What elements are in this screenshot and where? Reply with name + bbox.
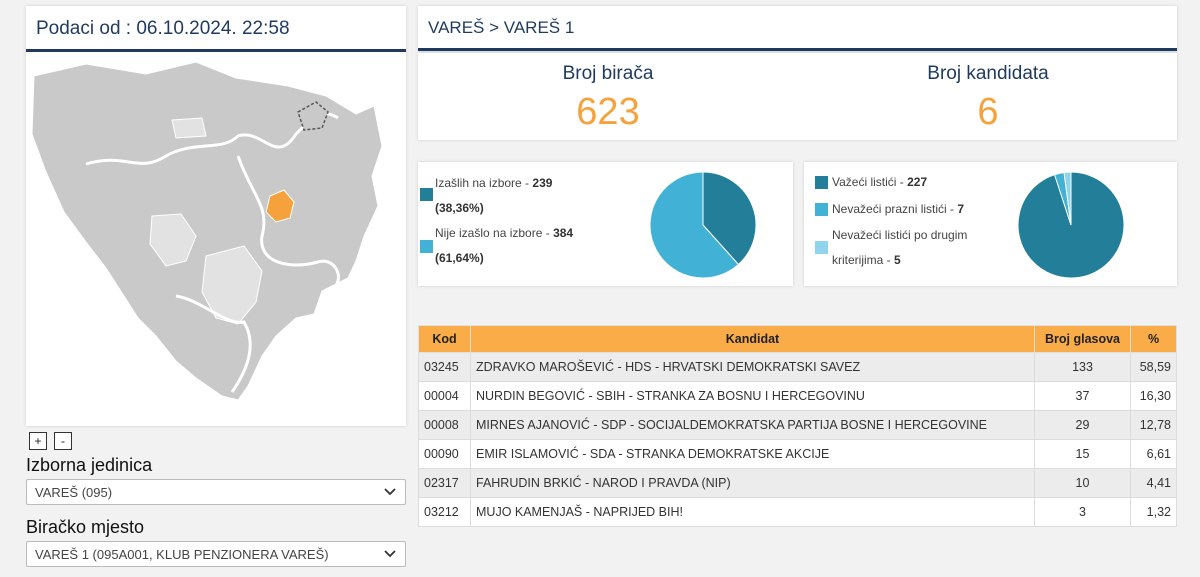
col-code-header[interactable]: Kod bbox=[418, 325, 471, 353]
not-voted-swatch bbox=[420, 240, 433, 253]
table-row: 00004 NURDIN BEGOVIĆ - SBIH - STRANKA ZA … bbox=[418, 381, 1177, 411]
cell-pct: 12,78 bbox=[1130, 410, 1177, 440]
cell-code: 02317 bbox=[418, 468, 471, 498]
polling-station-value: VAREŠ 1 (095A001, KLUB PENZIONERA VAREŠ) bbox=[35, 547, 329, 562]
zoom-out-button[interactable]: - bbox=[54, 432, 72, 450]
candidates-stat: Broj kandidata 6 bbox=[798, 63, 1178, 134]
col-votes-header[interactable]: Broj glasova bbox=[1034, 325, 1131, 353]
data-timestamp: Podaci od : 06.10.2024. 22:58 bbox=[26, 6, 406, 52]
voters-stat: Broj birača 623 bbox=[418, 63, 798, 134]
cell-candidate: NURDIN BEGOVIĆ - SBIH - STRANKA ZA BOSNU… bbox=[470, 381, 1035, 411]
map-region-light-south[interactable] bbox=[201, 245, 263, 325]
cell-votes: 37 bbox=[1034, 381, 1131, 411]
table-row: 00090 EMIR ISLAMOVIĆ - SDA - STRANKA DEMO… bbox=[418, 439, 1177, 469]
map-selected-municipality[interactable] bbox=[265, 189, 295, 223]
table-row: 03212 MUJO KAMENJAŠ - NAPRIJED BIH! 3 1,32 bbox=[418, 497, 1177, 527]
cell-votes: 3 bbox=[1034, 497, 1131, 527]
stats-panel: Broj birača 623 Broj kandidata 6 bbox=[418, 53, 1177, 140]
col-pct-header[interactable]: % bbox=[1130, 325, 1177, 353]
voted-swatch bbox=[420, 188, 433, 201]
cell-candidate: FAHRUDIN BRKIĆ - NAROD I PRAVDA (NIP) bbox=[470, 468, 1035, 498]
electoral-map[interactable] bbox=[26, 56, 406, 426]
cell-code: 03245 bbox=[418, 352, 471, 382]
map-entity-border-south bbox=[236, 155, 340, 294]
map-country-shape[interactable] bbox=[31, 61, 383, 401]
cell-code: 00090 bbox=[418, 439, 471, 469]
table-row: 03245 ZDRAVKO MAROŠEVIĆ - HDS - HRVATSKI … bbox=[418, 352, 1177, 382]
cell-votes: 29 bbox=[1034, 410, 1131, 440]
valid-legend: Važeći listići - 227 bbox=[832, 175, 928, 189]
turnout-pie-slice-1[interactable] bbox=[649, 171, 740, 279]
other-invalid-swatch bbox=[815, 241, 828, 254]
cell-candidate: MIRNES AJANOVIĆ - SDP - SOCIJALDEMOKRATS… bbox=[470, 410, 1035, 440]
map-panel: Podaci od : 06.10.2024. 22:58 bbox=[26, 6, 406, 426]
cell-pct: 16,30 bbox=[1130, 381, 1177, 411]
cell-pct: 58,59 bbox=[1130, 352, 1177, 382]
table-header-row: Kod Kandidat Broj glasova % bbox=[418, 325, 1177, 353]
ballots-pie-slice-2[interactable] bbox=[1063, 171, 1072, 226]
results-table: Kod Kandidat Broj glasova % 03245 ZDRAVKO… bbox=[418, 325, 1177, 527]
chevron-down-icon bbox=[384, 550, 396, 558]
voted-legend: Izašlih na izbore - 239 (38,36%) bbox=[435, 176, 553, 215]
cell-pct: 4,41 bbox=[1130, 468, 1177, 498]
map-region-light-north[interactable] bbox=[171, 117, 207, 139]
cell-code: 00008 bbox=[418, 410, 471, 440]
map-entity-border bbox=[85, 112, 339, 166]
cell-candidate: EMIR ISLAMOVIĆ - SDA - STRANKA DEMOKRATS… bbox=[470, 439, 1035, 469]
not-voted-legend: Nije izašlo na izbore - 384 (61,64%) bbox=[435, 226, 574, 265]
polling-station-label: Biračko mjesto bbox=[26, 517, 145, 537]
ballots-panel: Važeći listići - 227 Nevažeći prazni lis… bbox=[804, 162, 1177, 286]
cell-votes: 10 bbox=[1034, 468, 1131, 498]
turnout-panel: Izašlih na izbore - 239 (38,36%) Nije iza… bbox=[418, 162, 793, 286]
valid-swatch bbox=[815, 176, 828, 189]
table-row: 02317 FAHRUDIN BRKIĆ - NAROD I PRAVDA (NI… bbox=[418, 468, 1177, 498]
cell-candidate: MUJO KAMENJAŠ - NAPRIJED BIH! bbox=[470, 497, 1035, 527]
cell-candidate: ZDRAVKO MAROŠEVIĆ - HDS - HRVATSKI DEMOK… bbox=[470, 352, 1035, 382]
ballots-pie-chart bbox=[1017, 171, 1125, 279]
breadcrumb: VAREŠ > VAREŠ 1 bbox=[418, 6, 1177, 51]
turnout-pie-chart bbox=[649, 171, 757, 279]
cell-code: 00004 bbox=[418, 381, 471, 411]
voters-label: Broj birača bbox=[562, 63, 654, 84]
map-entity-border-east bbox=[175, 294, 252, 393]
electoral-unit-value: VAREŠ (095) bbox=[35, 485, 113, 500]
other-invalid-legend: Nevažeći listići po drugim kriterijima - … bbox=[832, 228, 968, 267]
chevron-down-icon bbox=[384, 488, 396, 496]
map-brcko-district[interactable] bbox=[297, 101, 329, 131]
table-row: 00008 MIRNES AJANOVIĆ - SDP - SOCIJALDEMO… bbox=[418, 410, 1177, 440]
col-candidate-header[interactable]: Kandidat bbox=[470, 325, 1035, 353]
blank-legend: Nevažeći prazni listići - 7 bbox=[832, 202, 965, 216]
cell-votes: 133 bbox=[1034, 352, 1131, 382]
cell-pct: 6,61 bbox=[1130, 439, 1177, 469]
map-region-light-west[interactable] bbox=[149, 213, 197, 267]
cell-pct: 1,32 bbox=[1130, 497, 1177, 527]
candidates-value: 6 bbox=[977, 91, 999, 133]
candidates-label: Broj kandidata bbox=[927, 63, 1049, 84]
cell-code: 03212 bbox=[418, 497, 471, 527]
electoral-unit-select[interactable]: VAREŠ (095) bbox=[26, 479, 406, 505]
polling-station-select[interactable]: VAREŠ 1 (095A001, KLUB PENZIONERA VAREŠ) bbox=[26, 541, 406, 567]
zoom-in-button[interactable]: + bbox=[29, 432, 47, 450]
voters-value: 623 bbox=[576, 91, 640, 133]
turnout-pie-slice-0[interactable] bbox=[702, 171, 757, 266]
cell-votes: 15 bbox=[1034, 439, 1131, 469]
electoral-unit-label: Izborna jedinica bbox=[26, 455, 153, 475]
blank-swatch bbox=[815, 203, 828, 216]
